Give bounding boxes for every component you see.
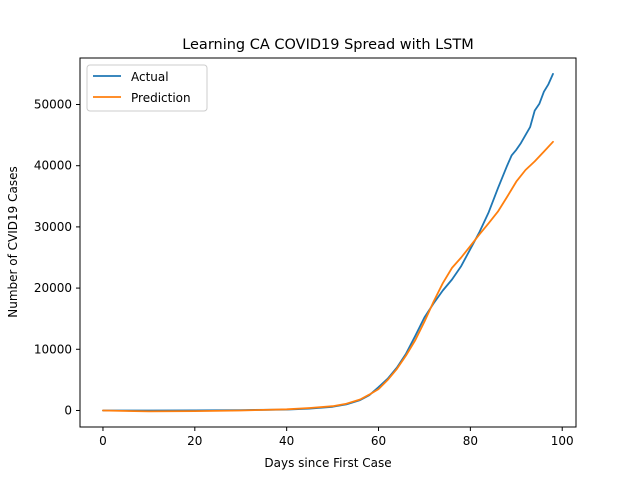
x-tick-label: 0 [99, 434, 107, 448]
legend-label-actual: Actual [131, 70, 169, 84]
chart-title: Learning CA COVID19 Spread with LSTM [182, 37, 474, 53]
y-tick-label: 30000 [34, 220, 72, 234]
y-axis-label: Number of CVID19 Cases [6, 166, 20, 317]
plot-frame [79, 57, 577, 428]
y-tick-label: 20000 [34, 281, 72, 295]
x-tick-label: 60 [371, 434, 386, 448]
x-axis-label: Days since First Case [264, 456, 391, 470]
x-tick-label: 100 [551, 434, 574, 448]
x-axis: 0 20 40 60 80 100 [99, 427, 574, 448]
x-tick-label: 40 [279, 434, 294, 448]
x-tick-label: 80 [463, 434, 478, 448]
legend-label-prediction: Prediction [131, 91, 191, 105]
y-axis: 0 10000 20000 30000 40000 50000 [34, 98, 80, 417]
y-tick-label: 0 [64, 403, 72, 417]
x-tick-label: 20 [187, 434, 202, 448]
series-line-prediction [102, 140, 554, 413]
y-tick-label: 10000 [34, 342, 72, 356]
legend: Actual Prediction [86, 64, 208, 112]
series-layer [102, 73, 554, 413]
y-tick-label: 50000 [34, 98, 72, 112]
y-tick-label: 40000 [34, 159, 72, 173]
